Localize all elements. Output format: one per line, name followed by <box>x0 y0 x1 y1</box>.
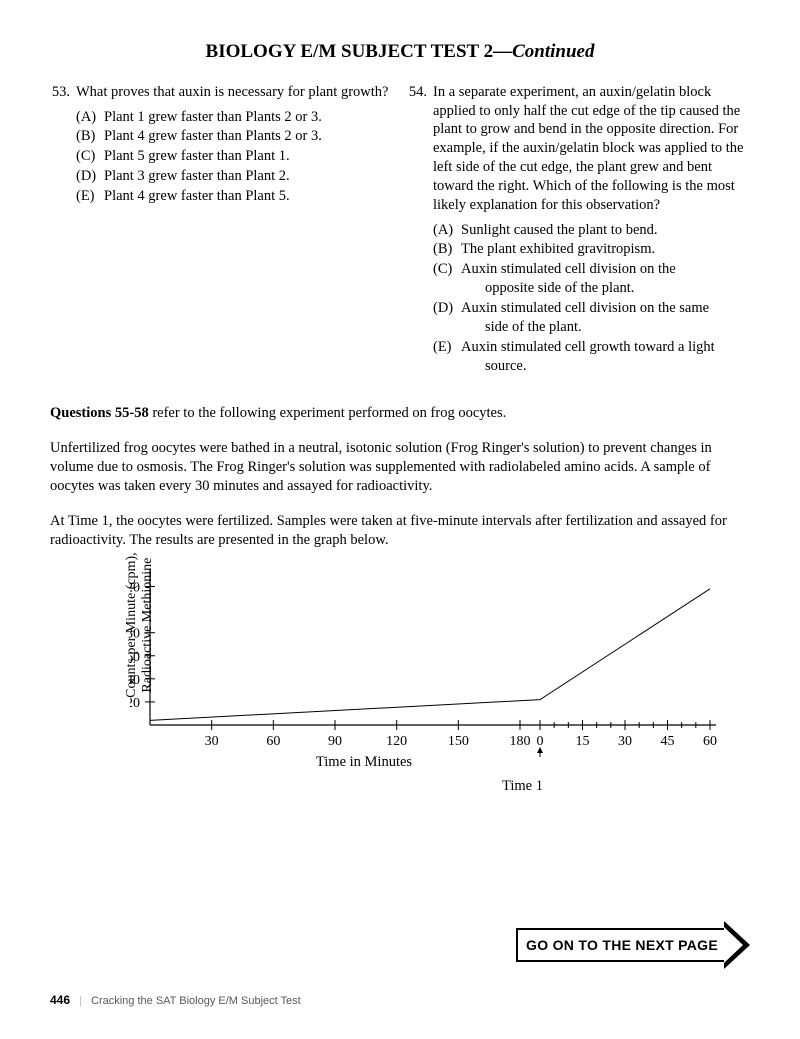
q54-opt-d: (D)Auxin stimulated cell division on the… <box>433 299 750 337</box>
q53-opt-a: (A)Plant 1 grew faster than Plants 2 or … <box>76 108 393 127</box>
passage-intro: Questions 55-58 refer to the following e… <box>50 404 750 549</box>
intro-para-2: At Time 1, the oocytes were fertilized. … <box>50 512 750 550</box>
page-header: BIOLOGY E/M SUBJECT TEST 2—Continued <box>50 40 750 65</box>
q54-opt-a: (A)Sunlight caused the plant to bend. <box>433 221 750 240</box>
svg-text:90: 90 <box>328 734 342 749</box>
q54-text: In a separate experiment, an auxin/gelat… <box>433 83 750 215</box>
q54-opt-e: (E)Auxin stimulated cell growth toward a… <box>433 338 750 376</box>
questions-range-line: Questions 55-58 refer to the following e… <box>50 404 750 423</box>
next-page-arrow: GO ON TO THE NEXT PAGE <box>516 921 750 969</box>
q54-options: (A)Sunlight caused the plant to bend. (B… <box>433 221 750 376</box>
q54-opt-c: (C)Auxin stimulated cell division on the… <box>433 260 750 298</box>
svg-text:45: 45 <box>661 734 675 749</box>
svg-text:150: 150 <box>448 734 469 749</box>
svg-text:60: 60 <box>266 734 280 749</box>
book-title: Cracking the SAT Biology E/M Subject Tes… <box>91 995 301 1007</box>
question-54: 54. In a separate experiment, an auxin/g… <box>407 83 750 215</box>
svg-text:60: 60 <box>703 734 717 749</box>
chart-svg: 20406080120306090120150180015304560 <box>130 565 720 775</box>
right-column: 54. In a separate experiment, an auxin/g… <box>407 83 750 377</box>
q53-opt-d: (D)Plant 3 grew faster than Plant 2. <box>76 167 393 186</box>
page-footer: 446 | Cracking the SAT Biology E/M Subje… <box>50 993 301 1009</box>
q54-opt-b: (B)The plant exhibited gravitropism. <box>433 240 750 259</box>
q53-text: What proves that auxin is necessary for … <box>76 83 393 102</box>
q53-opt-e: (E)Plant 4 grew faster than Plant 5. <box>76 187 393 206</box>
chart-y-label: Counts per Minute (cpm), Radioactive Met… <box>124 546 156 706</box>
header-title: BIOLOGY E/M SUBJECT TEST 2— <box>206 41 513 62</box>
chart-time1-label: Time 1 <box>502 777 543 796</box>
svg-text:0: 0 <box>537 734 544 749</box>
q53-opt-c: (C)Plant 5 grew faster than Plant 1. <box>76 147 393 166</box>
question-53: 53. What proves that auxin is necessary … <box>50 83 393 102</box>
footer-separator: | <box>79 995 82 1007</box>
svg-text:30: 30 <box>205 734 219 749</box>
svg-text:120: 120 <box>386 734 407 749</box>
svg-text:30: 30 <box>618 734 632 749</box>
chart-x-label: Time in Minutes <box>214 753 514 772</box>
question-columns: 53. What proves that auxin is necessary … <box>50 83 750 377</box>
q54-number: 54. <box>407 83 433 215</box>
svg-text:180: 180 <box>510 734 531 749</box>
q53-options: (A)Plant 1 grew faster than Plants 2 or … <box>76 108 393 206</box>
arrow-right-icon <box>724 921 750 969</box>
left-column: 53. What proves that auxin is necessary … <box>50 83 393 377</box>
next-page-text: GO ON TO THE NEXT PAGE <box>516 928 724 962</box>
q53-opt-b: (B)Plant 4 grew faster than Plants 2 or … <box>76 127 393 146</box>
q53-number: 53. <box>50 83 76 102</box>
page-number: 446 <box>50 993 70 1007</box>
svg-text:15: 15 <box>576 734 590 749</box>
intro-para-1: Unfertilized frog oocytes were bathed in… <box>50 439 750 496</box>
line-chart: Counts per Minute (cpm), Radioactive Met… <box>130 565 730 795</box>
header-continued: Continued <box>512 41 594 62</box>
